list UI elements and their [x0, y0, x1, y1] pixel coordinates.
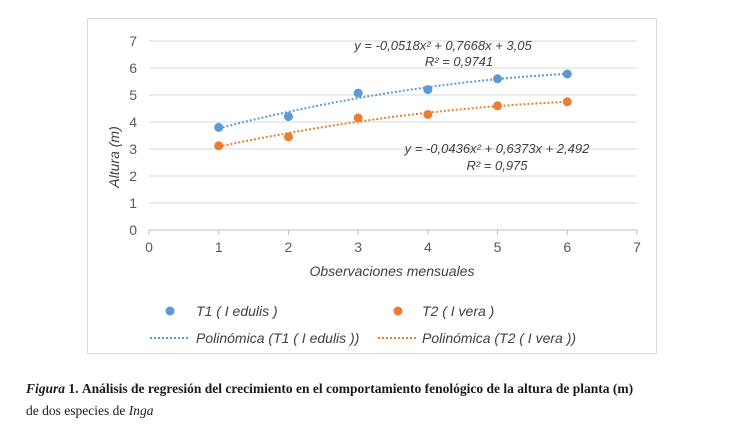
chart-svg: 0 1 2 3 4 5 6 7 0 1 2 3 4 5 6 7 y = -0,0518x² + 0,7668x… [106, 33, 641, 346]
legend-marker-t2 [393, 306, 403, 316]
x-tick-4: 4 [424, 239, 432, 255]
point-series-1-2 [283, 112, 293, 122]
chart-container: 0 1 2 3 4 5 6 7 0 1 2 3 4 5 6 7 y = -0,0518x² + 0,7668x… [87, 18, 657, 354]
x-tick-3: 3 [354, 239, 362, 255]
point-series-1-4 [423, 85, 433, 95]
y-tick-4: 4 [129, 114, 137, 130]
t1-equation: y = -0,0518x² + 0,7668x + 3,05 [353, 38, 532, 53]
grid-lines [149, 40, 637, 204]
caption-genus: Inga [128, 403, 154, 418]
x-tick-6: 6 [563, 239, 571, 255]
x-tick-2: 2 [285, 239, 293, 255]
x-tick-1: 1 [215, 239, 223, 255]
legend-marker-t1 [165, 306, 175, 316]
x-axis-label: Observaciones mensuales [310, 263, 475, 279]
point-series-2-4 [423, 109, 433, 119]
t2-r2: R² = 0,975 [466, 158, 528, 173]
legend-label-t2: T2 ( I vera ) [422, 303, 494, 319]
legend-label-trend-t1: Polinómica (T1 ( I edulis )) [196, 330, 359, 346]
x-tick-0: 0 [145, 239, 153, 255]
point-series-2-6 [562, 97, 572, 107]
t1-r2: R² = 0,9741 [425, 54, 493, 69]
figure-caption: Figura 1. Análisis de regresión del crec… [26, 378, 726, 422]
y-axis-label: Altura (m) [106, 126, 122, 188]
point-series-2-2 [283, 132, 293, 142]
point-series-1-6 [562, 69, 572, 79]
caption-number: 1. [68, 381, 79, 396]
y-tick-7: 7 [129, 33, 137, 49]
y-tick-3: 3 [129, 141, 137, 157]
trendline-series-1 [218, 72, 568, 130]
y-tick-6: 6 [129, 60, 137, 76]
t2-equation: y = -0,0436x² + 0,6373x + 2,492 [404, 141, 590, 156]
point-series-2-5 [493, 101, 503, 111]
caption-text: de dos especies de [26, 403, 126, 418]
caption-title: Análisis de regresión del crecimiento en… [81, 381, 634, 396]
caption-label: Figura [26, 381, 66, 396]
x-tick-7: 7 [633, 239, 641, 255]
legend-label-trend-t2: Polinómica (T2 ( I vera )) [422, 330, 576, 346]
legend-label-t1: T1 ( I edulis ) [196, 303, 278, 319]
data-points [214, 69, 572, 151]
point-series-2-3 [353, 113, 363, 123]
y-tick-1: 1 [129, 195, 137, 211]
point-series-1-5 [493, 74, 503, 84]
y-tick-2: 2 [129, 168, 137, 184]
point-series-1-3 [353, 88, 363, 98]
trendlines [218, 72, 568, 148]
point-series-1-1 [214, 122, 224, 132]
y-tick-5: 5 [129, 87, 137, 103]
axes: 0 1 2 3 4 5 6 7 0 1 2 3 4 5 6 7 [129, 33, 641, 255]
trendline-series-2 [218, 100, 568, 148]
point-series-2-1 [214, 141, 224, 151]
y-tick-0: 0 [129, 222, 137, 238]
x-tick-5: 5 [494, 239, 502, 255]
